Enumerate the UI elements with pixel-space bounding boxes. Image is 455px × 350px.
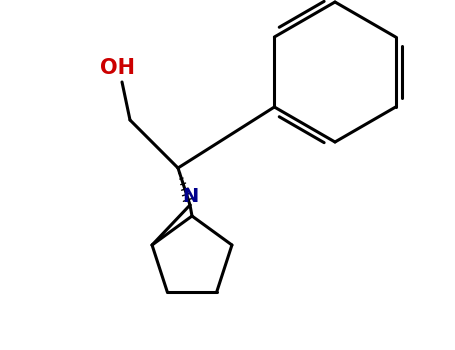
Text: N: N [182, 187, 198, 205]
Text: OH: OH [100, 58, 135, 78]
